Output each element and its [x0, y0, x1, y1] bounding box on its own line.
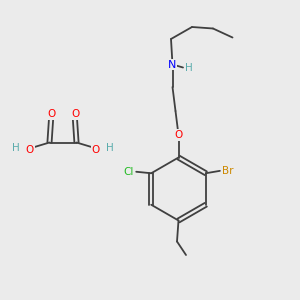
Text: O: O — [71, 109, 79, 119]
Text: O: O — [47, 109, 55, 119]
Text: H: H — [106, 142, 114, 153]
Text: H: H — [12, 142, 20, 153]
Text: O: O — [92, 145, 100, 155]
Text: Br: Br — [222, 166, 233, 176]
Text: N: N — [168, 59, 177, 70]
Text: H: H — [185, 62, 193, 73]
Text: O: O — [26, 145, 34, 155]
Text: Cl: Cl — [124, 167, 134, 177]
Text: O: O — [174, 130, 183, 140]
